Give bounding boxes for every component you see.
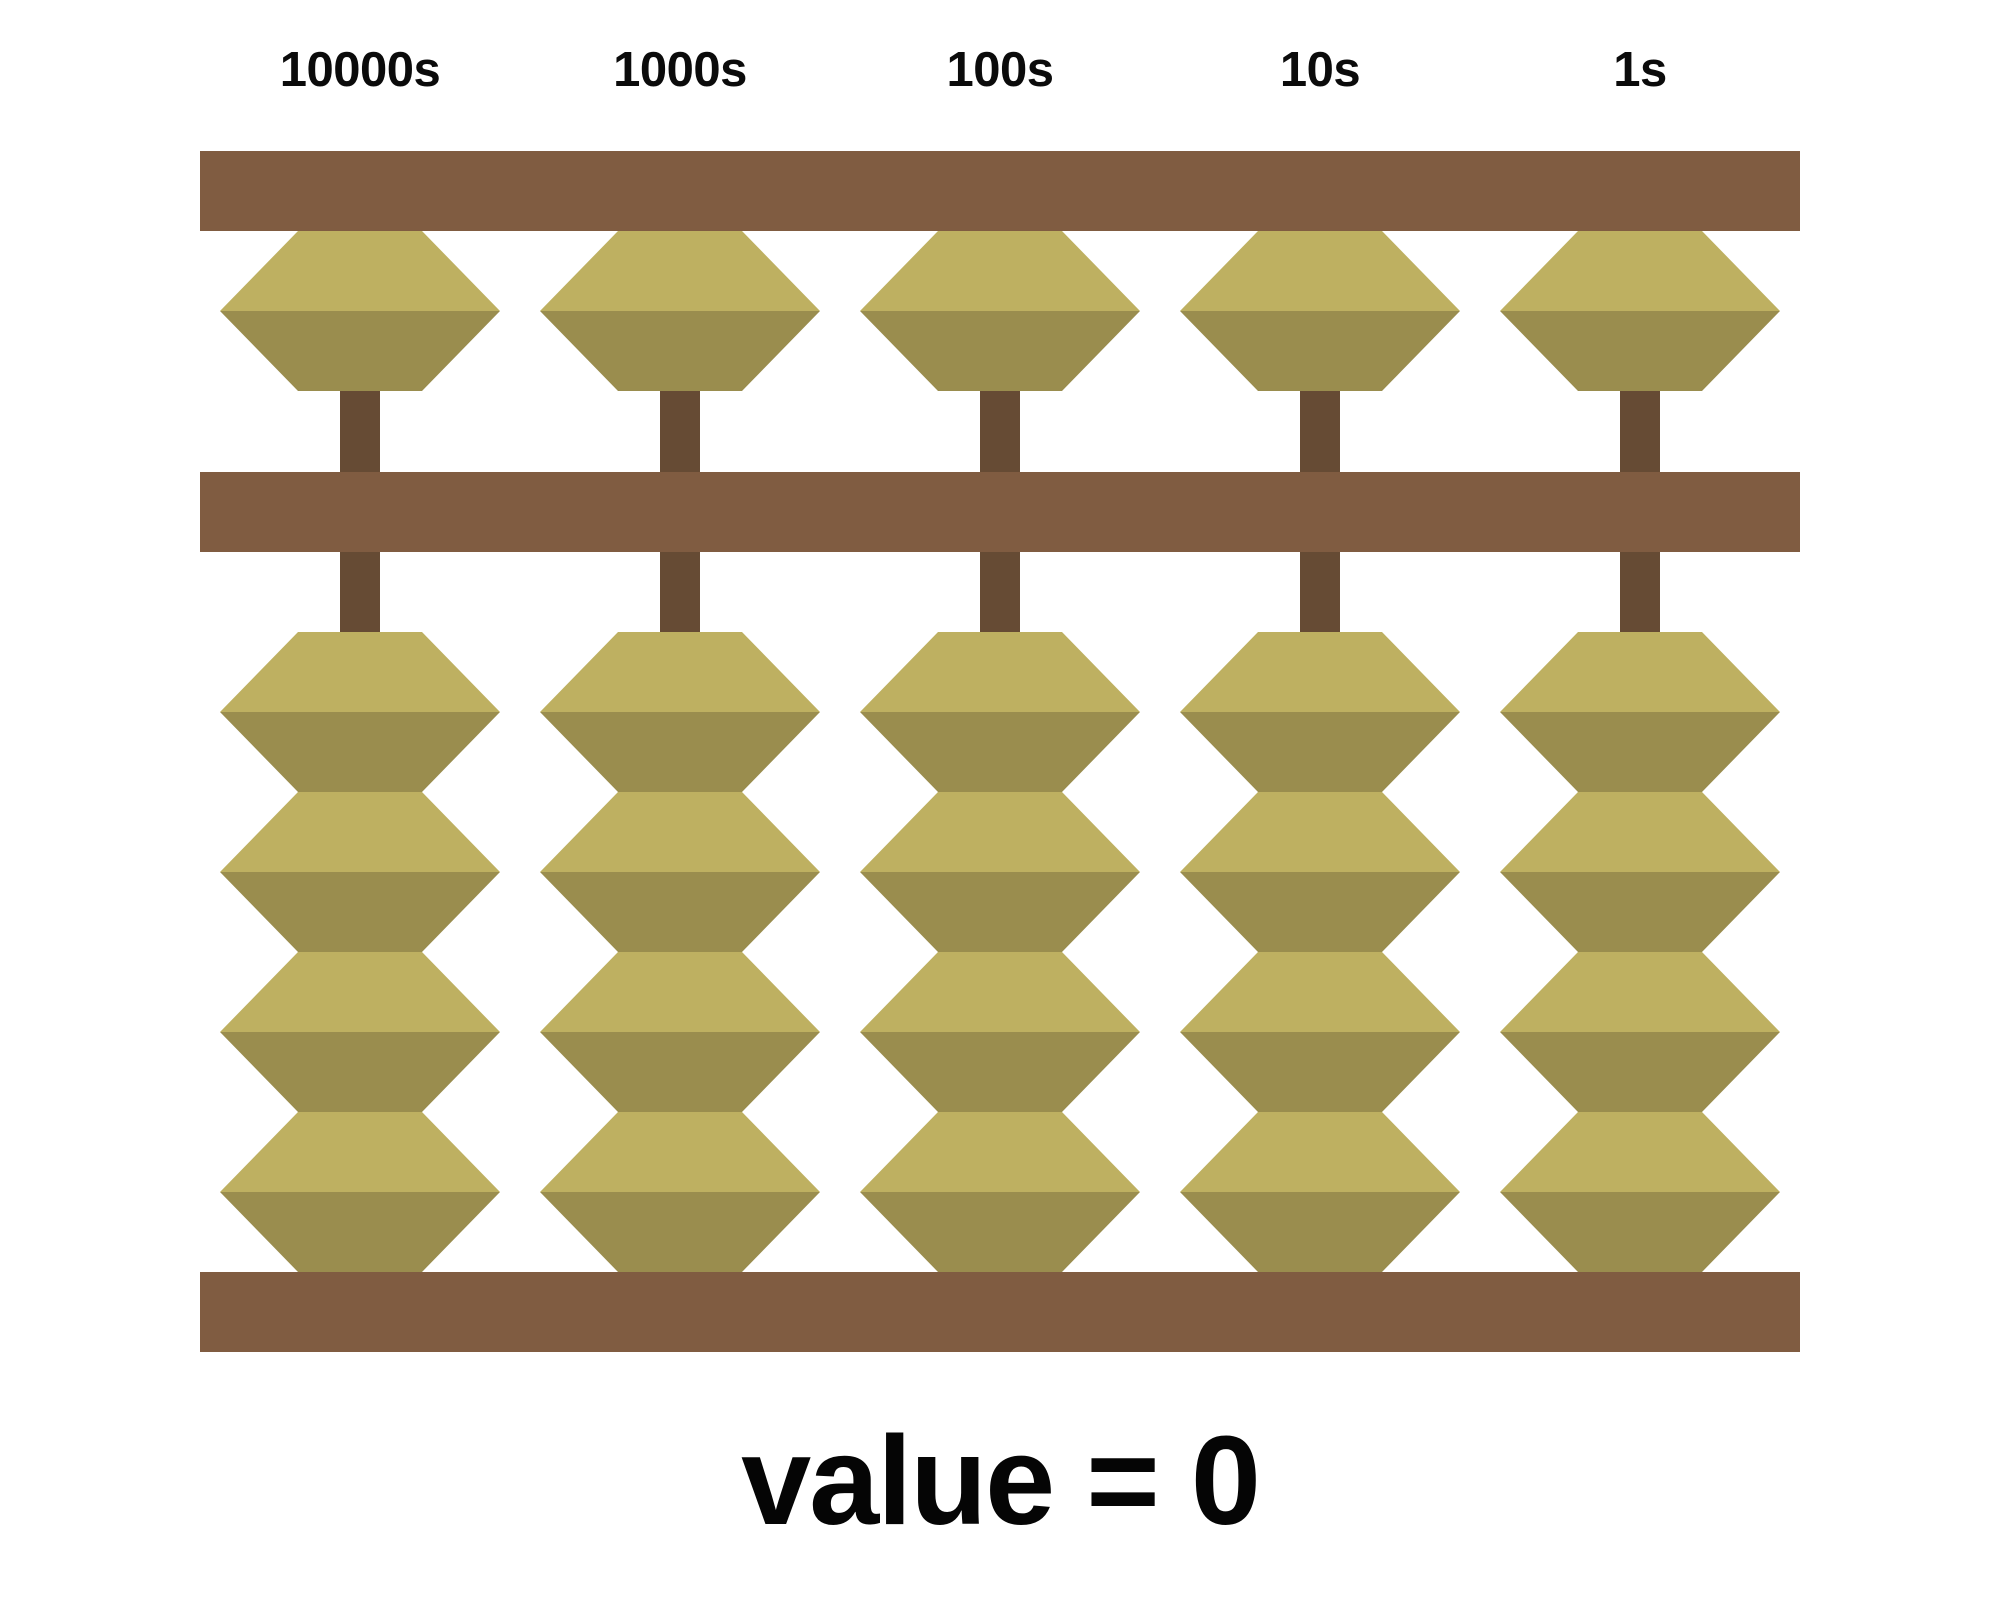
earth-bead-1000s-4[interactable] bbox=[540, 1112, 820, 1272]
bead-lower-facet bbox=[1180, 1192, 1460, 1272]
bead-lower-facet bbox=[860, 872, 1140, 952]
bead-upper-facet bbox=[1500, 792, 1780, 872]
earth-bead-1s-1[interactable] bbox=[1500, 632, 1780, 792]
heaven-bead-10000s[interactable] bbox=[220, 231, 500, 391]
earth-bead-1s-2[interactable] bbox=[1500, 792, 1780, 952]
heaven-bead-1s[interactable] bbox=[1500, 231, 1780, 391]
earth-bead-10s-3[interactable] bbox=[1180, 952, 1460, 1112]
earth-bead-100s-1[interactable] bbox=[860, 632, 1140, 792]
bead-lower-facet bbox=[1500, 1032, 1780, 1112]
earth-bead-10s-4[interactable] bbox=[1180, 1112, 1460, 1272]
bead-lower-facet bbox=[860, 1032, 1140, 1112]
earth-bead-10s-2[interactable] bbox=[1180, 792, 1460, 952]
earth-bead-10000s-3[interactable] bbox=[220, 952, 500, 1112]
earth-bead-100s-3[interactable] bbox=[860, 952, 1140, 1112]
bead-upper-facet bbox=[1500, 1112, 1780, 1192]
bead-upper-facet bbox=[1500, 952, 1780, 1032]
earth-bead-1s-4[interactable] bbox=[1500, 1112, 1780, 1272]
earth-bead-10000s-2[interactable] bbox=[220, 792, 500, 952]
column-label-1000s: 1000s bbox=[613, 43, 747, 97]
earth-bead-1s-3[interactable] bbox=[1500, 952, 1780, 1112]
bead-lower-facet bbox=[220, 311, 500, 391]
column-label-10s: 10s bbox=[1279, 43, 1361, 97]
bead-upper-facet bbox=[540, 952, 820, 1032]
bead-upper-facet bbox=[220, 231, 500, 311]
bead-upper-facet bbox=[1180, 632, 1460, 712]
bead-upper-facet bbox=[860, 952, 1140, 1032]
bead-lower-facet bbox=[540, 712, 820, 792]
bead-upper-facet bbox=[540, 231, 820, 311]
column-label-1s: 1s bbox=[1613, 43, 1667, 97]
heaven-bead-100s[interactable] bbox=[860, 231, 1140, 391]
bead-upper-facet bbox=[860, 1112, 1140, 1192]
heaven-bead-1000s[interactable] bbox=[540, 231, 820, 391]
earth-bead-1000s-3[interactable] bbox=[540, 952, 820, 1112]
bead-upper-facet bbox=[540, 792, 820, 872]
bead-upper-facet bbox=[860, 231, 1140, 311]
bead-lower-facet bbox=[1500, 311, 1780, 391]
bead-lower-facet bbox=[1500, 872, 1780, 952]
bead-lower-facet bbox=[860, 1192, 1140, 1272]
bead-lower-facet bbox=[860, 311, 1140, 391]
bead-upper-facet bbox=[540, 1112, 820, 1192]
bead-upper-facet bbox=[1180, 952, 1460, 1032]
bead-upper-facet bbox=[860, 792, 1140, 872]
bead-lower-facet bbox=[1180, 1032, 1460, 1112]
bead-upper-facet bbox=[220, 632, 500, 712]
bead-upper-facet bbox=[220, 792, 500, 872]
top-beam bbox=[200, 151, 1800, 231]
earth-bead-10000s-4[interactable] bbox=[220, 1112, 500, 1272]
reckoning-beam bbox=[200, 472, 1800, 552]
bead-upper-facet bbox=[1500, 231, 1780, 311]
bead-lower-facet bbox=[1500, 712, 1780, 792]
bead-upper-facet bbox=[220, 952, 500, 1032]
bead-lower-facet bbox=[220, 872, 500, 952]
earth-bead-100s-2[interactable] bbox=[860, 792, 1140, 952]
bead-lower-facet bbox=[1180, 311, 1460, 391]
bead-lower-facet bbox=[1180, 712, 1460, 792]
bead-upper-facet bbox=[220, 1112, 500, 1192]
bead-lower-facet bbox=[540, 311, 820, 391]
earth-bead-1000s-2[interactable] bbox=[540, 792, 820, 952]
earth-bead-100s-4[interactable] bbox=[860, 1112, 1140, 1272]
bead-upper-facet bbox=[1180, 792, 1460, 872]
bead-lower-facet bbox=[540, 872, 820, 952]
bead-lower-facet bbox=[1500, 1192, 1780, 1272]
bead-lower-facet bbox=[220, 1192, 500, 1272]
bead-lower-facet bbox=[860, 712, 1140, 792]
heaven-bead-10s[interactable] bbox=[1180, 231, 1460, 391]
bead-lower-facet bbox=[540, 1032, 820, 1112]
bead-upper-facet bbox=[540, 632, 820, 712]
bead-lower-facet bbox=[220, 712, 500, 792]
column-label-100s: 100s bbox=[946, 43, 1054, 97]
earth-bead-10s-1[interactable] bbox=[1180, 632, 1460, 792]
bead-upper-facet bbox=[1180, 1112, 1460, 1192]
earth-bead-10000s-1[interactable] bbox=[220, 632, 500, 792]
value-label: value = 0 bbox=[741, 1410, 1261, 1551]
bead-upper-facet bbox=[860, 632, 1140, 712]
bead-lower-facet bbox=[220, 1032, 500, 1112]
bead-lower-facet bbox=[1180, 872, 1460, 952]
bead-lower-facet bbox=[540, 1192, 820, 1272]
column-label-10000s: 10000s bbox=[279, 43, 441, 97]
bead-upper-facet bbox=[1500, 632, 1780, 712]
earth-bead-1000s-1[interactable] bbox=[540, 632, 820, 792]
bottom-beam bbox=[200, 1272, 1800, 1352]
bead-upper-facet bbox=[1180, 231, 1460, 311]
